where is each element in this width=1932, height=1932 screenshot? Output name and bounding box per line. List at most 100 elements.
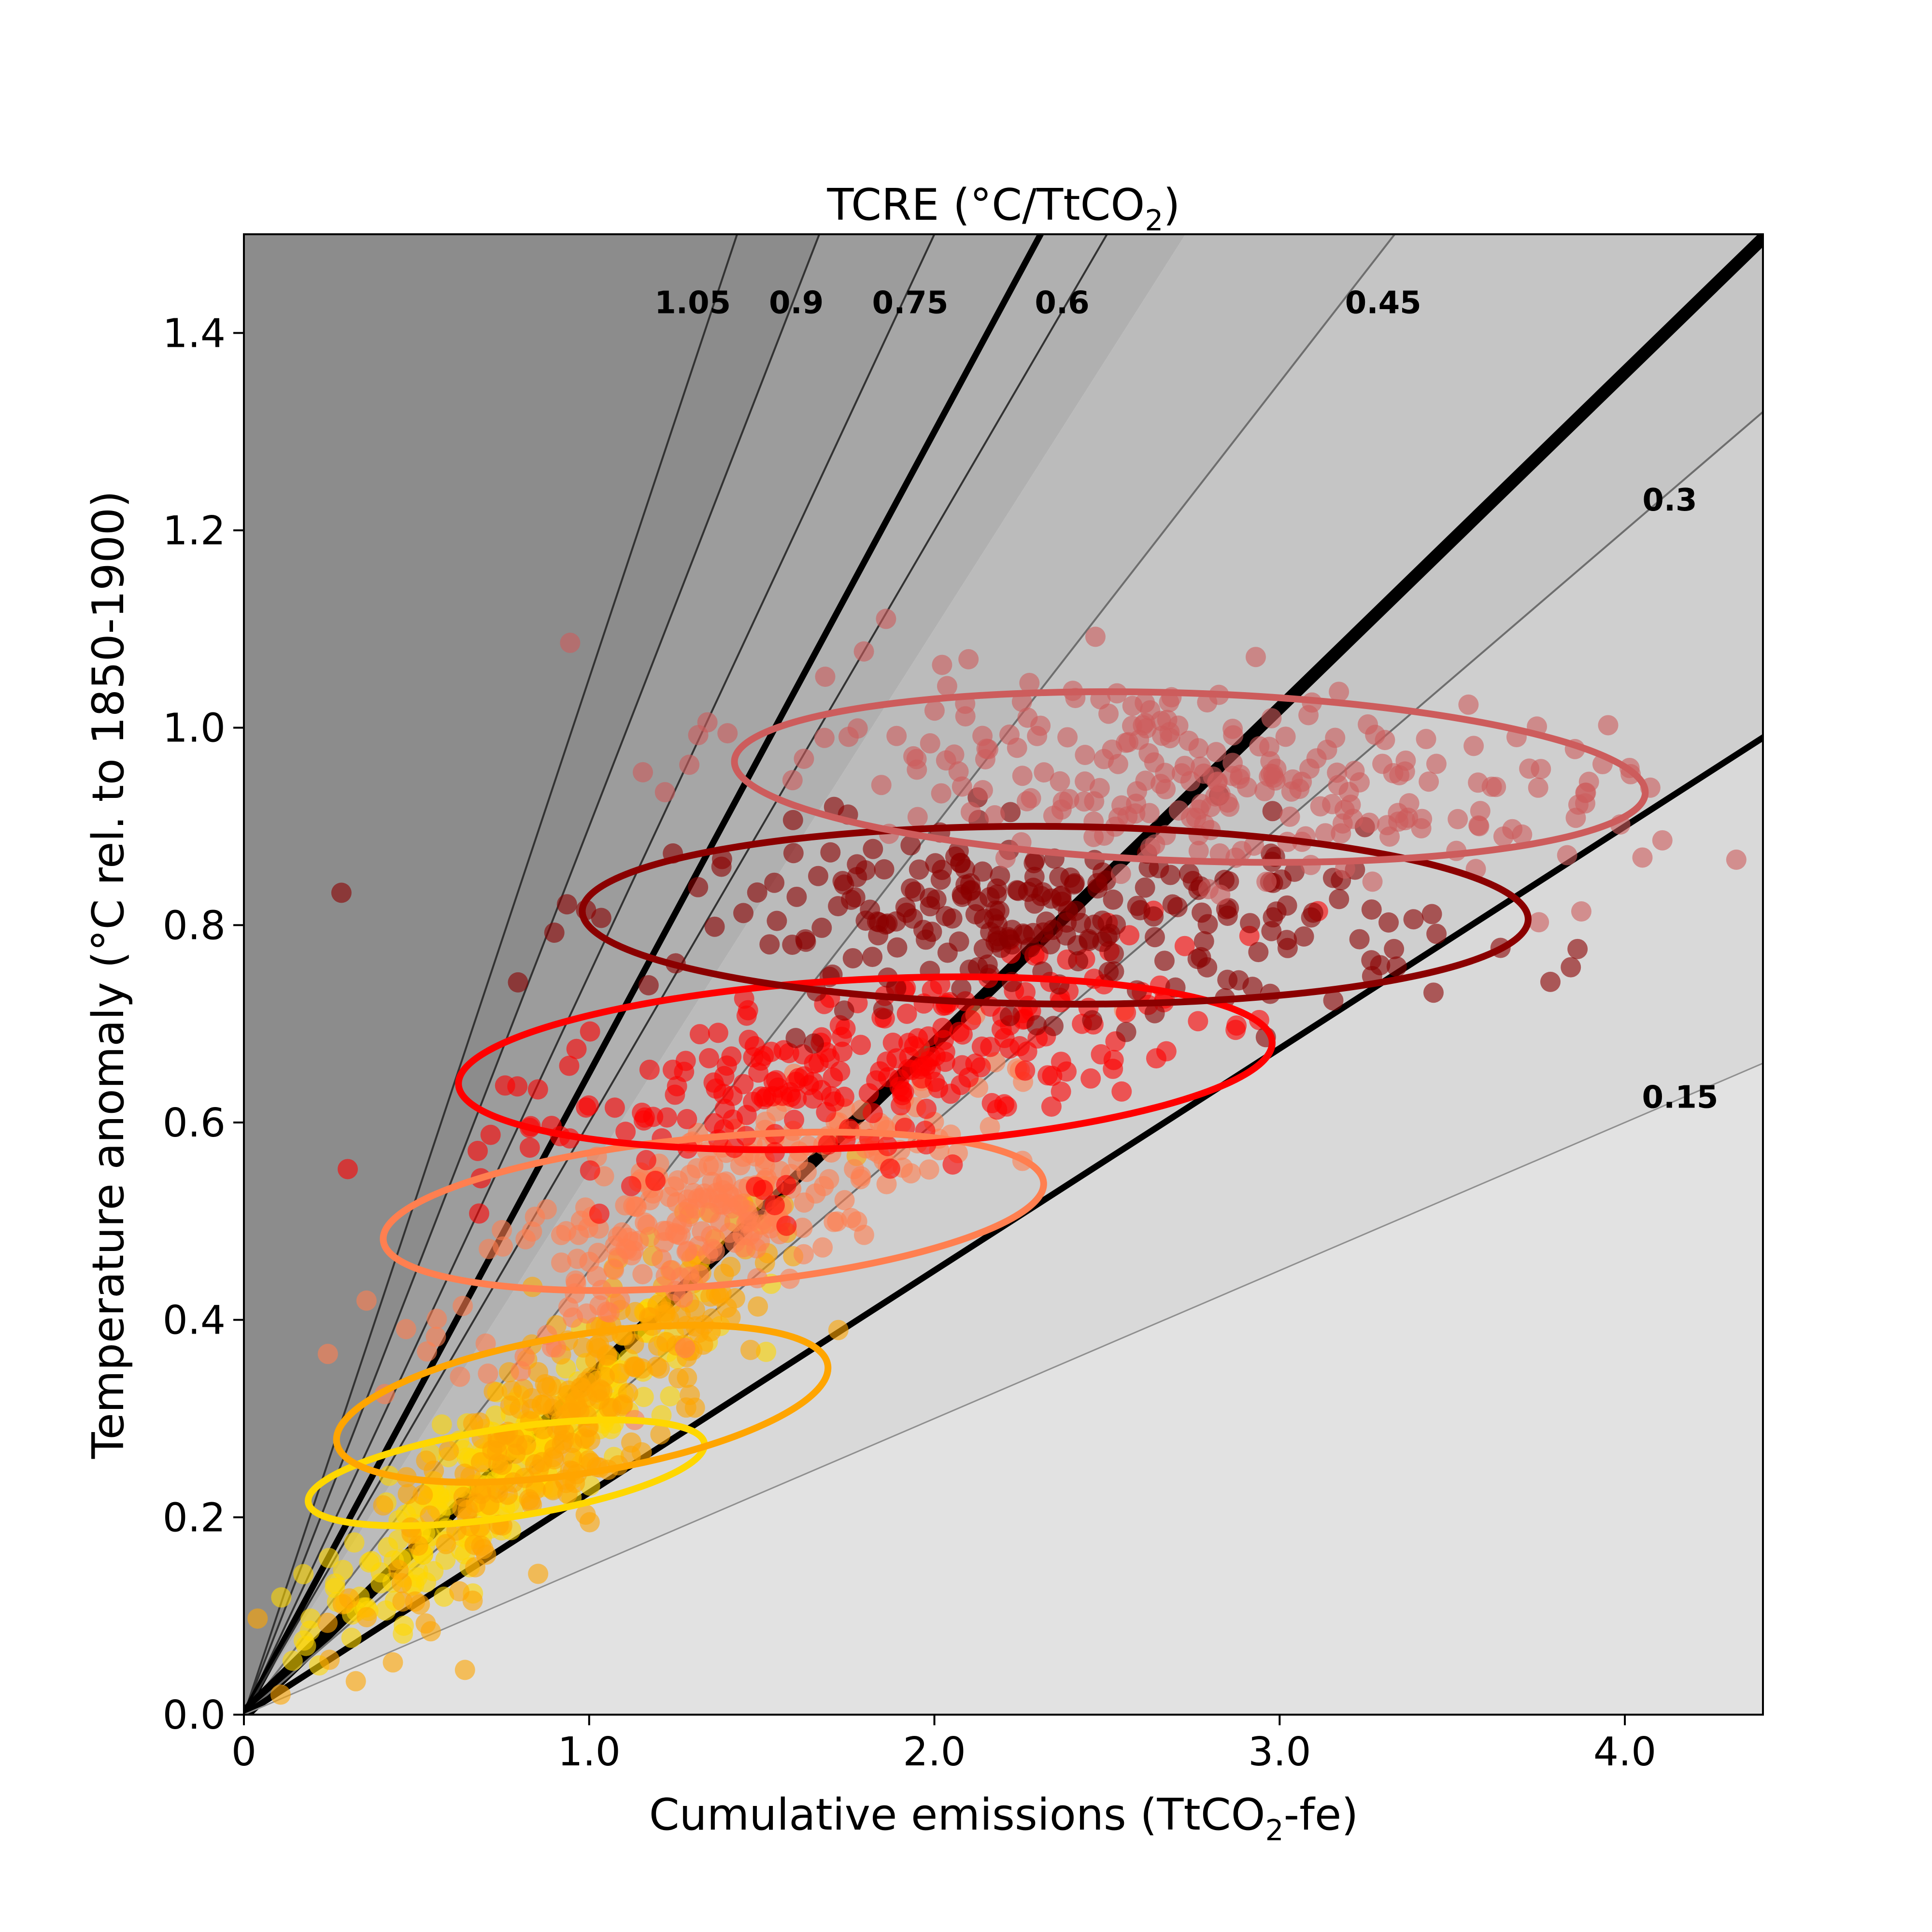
data-point: [1726, 849, 1747, 870]
data-point: [1162, 894, 1183, 915]
data-point: [319, 1649, 340, 1670]
data-point: [764, 1195, 785, 1216]
data-point: [556, 894, 577, 915]
data-point: [1421, 904, 1442, 924]
data-point: [410, 1594, 430, 1615]
data-point: [733, 903, 754, 923]
data-point: [710, 1212, 731, 1233]
data-point: [886, 725, 907, 746]
data-point: [356, 1607, 377, 1628]
data-point: [1154, 951, 1175, 971]
data-point: [653, 1221, 674, 1241]
data-point: [660, 1386, 681, 1406]
data-point: [740, 1339, 761, 1360]
data-point: [987, 1099, 1008, 1120]
data-point: [590, 1379, 611, 1400]
data-point: [1139, 803, 1160, 824]
data-point: [816, 1102, 837, 1122]
data-point: [785, 1028, 806, 1049]
data-point: [1362, 871, 1383, 892]
data-point: [922, 980, 942, 1001]
data-point: [1331, 823, 1351, 844]
x-axis: 0 1.0 2.0 3.0 4.0: [231, 1715, 1656, 1775]
data-point: [156, 1670, 176, 1690]
data-point: [1225, 1020, 1246, 1040]
data-point: [271, 1587, 292, 1608]
data-point: [639, 1059, 660, 1080]
data-point: [1200, 796, 1221, 817]
data-point: [1245, 647, 1266, 668]
data-point: [383, 1652, 403, 1673]
data-point: [579, 1095, 599, 1116]
data-point: [1065, 873, 1085, 894]
data-point: [689, 1024, 710, 1045]
data-point: [1034, 762, 1054, 783]
data-point: [782, 770, 803, 791]
data-point: [325, 1573, 345, 1594]
data-point: [676, 1241, 697, 1262]
data-point: [632, 1264, 653, 1285]
data-point: [847, 854, 867, 875]
data-point: [344, 1532, 365, 1553]
data-point: [1343, 809, 1364, 829]
data-point: [876, 609, 896, 629]
data-point: [314, 1731, 334, 1751]
data-point: [470, 1452, 491, 1473]
data-point: [1762, 890, 1763, 899]
data-point: [1144, 927, 1165, 948]
data-point: [1403, 909, 1424, 930]
data-point: [1058, 900, 1079, 921]
data-point: [832, 1041, 853, 1062]
data-point: [282, 1650, 303, 1671]
data-point: [1033, 922, 1054, 943]
data-point: [656, 1107, 677, 1128]
data-point: [730, 1155, 751, 1176]
data-point: [967, 957, 988, 978]
data-point: [1240, 913, 1261, 934]
data-point: [1416, 729, 1436, 750]
data-point: [722, 1198, 742, 1219]
data-point: [871, 775, 892, 796]
data-point: [648, 1335, 668, 1356]
data-point: [341, 1627, 362, 1648]
data-point: [589, 1203, 610, 1224]
data-point: [834, 1000, 854, 1021]
data-point: [1228, 970, 1249, 991]
data-point: [863, 838, 883, 859]
data-point: [1126, 781, 1147, 802]
data-point: [909, 859, 929, 880]
data-point: [624, 1334, 644, 1354]
data-point: [475, 1333, 496, 1354]
data-point: [665, 1084, 685, 1105]
data-point: [1303, 902, 1323, 923]
data-point: [317, 1344, 338, 1364]
data-point: [1222, 718, 1243, 739]
data-point: [955, 706, 976, 727]
data-point: [551, 1225, 571, 1246]
data-point: [1033, 882, 1053, 903]
data-point: [632, 762, 653, 782]
data-point: [873, 999, 894, 1020]
data-point: [586, 1266, 607, 1287]
data-point: [1386, 956, 1407, 977]
data-point: [995, 848, 1016, 868]
data-point: [1423, 982, 1444, 1003]
data-point: [580, 1476, 600, 1496]
data-point: [1143, 906, 1164, 927]
data-point: [925, 1046, 946, 1066]
data-point: [675, 1337, 696, 1358]
data-point: [847, 718, 868, 739]
data-point: [828, 1320, 849, 1340]
data-point: [393, 1623, 413, 1644]
data-point: [972, 780, 993, 800]
data-point: [896, 1003, 917, 1024]
data-point: [574, 1428, 595, 1449]
data-point: [920, 733, 940, 754]
data-point: [615, 1238, 636, 1259]
data-point: [675, 1051, 696, 1071]
data-point: [542, 1480, 563, 1501]
data-point: [965, 904, 986, 924]
data-point: [423, 1561, 444, 1581]
data-point: [784, 1109, 805, 1130]
data-point: [887, 937, 908, 958]
